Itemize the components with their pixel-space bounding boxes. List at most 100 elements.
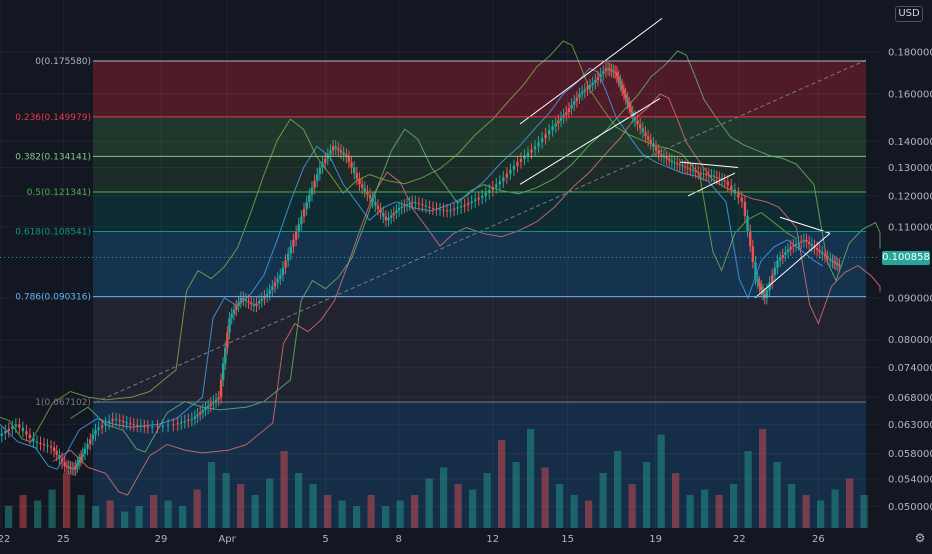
candle-body [470, 201, 473, 204]
candle-body [683, 166, 687, 168]
volume-bar [715, 495, 723, 528]
candle-body [281, 267, 285, 276]
candle-body [52, 447, 56, 452]
candle-body [815, 248, 819, 251]
candle-body [678, 164, 681, 166]
candle-body [749, 230, 752, 246]
candle-body [737, 193, 740, 198]
time-axis[interactable]: 22 25 29 Apr 5 8 12 15 19 22 26 [0, 534, 825, 545]
candle-body [395, 210, 398, 213]
volume-bar [701, 489, 709, 528]
candle-body [118, 419, 121, 422]
candle-body [72, 468, 76, 470]
candle-body [456, 207, 459, 209]
candle-body [622, 89, 626, 94]
candle-body [760, 286, 763, 291]
candles [0, 61, 841, 476]
candle-body [271, 286, 274, 291]
candle-body [384, 216, 388, 221]
volume-bar [63, 473, 71, 528]
candle-body [14, 424, 18, 427]
volume-bar [556, 484, 564, 528]
candle-body [686, 167, 689, 169]
candle-body [371, 198, 374, 202]
candle-body [32, 438, 35, 442]
candle-body [834, 262, 838, 264]
volume-bar [77, 495, 85, 528]
volume-bar [744, 451, 752, 528]
candle-body [331, 146, 335, 151]
price-tick-label: 0.058000 [888, 449, 932, 460]
candle-body [226, 332, 229, 348]
candle-body [217, 397, 220, 400]
candle-body [294, 231, 298, 240]
settings-gear-icon[interactable]: ⚙ [914, 531, 926, 545]
candle-body [180, 422, 183, 424]
candle-body [221, 363, 225, 380]
candle-body [209, 403, 212, 406]
candle-body [474, 199, 477, 202]
candle-body [242, 297, 245, 300]
candle-body [389, 215, 393, 218]
candle-body [715, 176, 718, 179]
candle-body [786, 249, 790, 253]
date-tick-label: Apr [218, 534, 236, 545]
fib-extension-zone [93, 402, 866, 528]
candle-body [125, 422, 128, 424]
candle-body [252, 304, 256, 306]
candle-body [308, 194, 311, 202]
candle-body [204, 407, 207, 411]
currency-button[interactable]: USD [895, 6, 923, 22]
volume-bar [483, 473, 491, 528]
candle-body [89, 439, 92, 445]
candle-body [591, 83, 594, 86]
date-tick-label: 19 [649, 534, 662, 545]
candle-body [730, 185, 733, 190]
volume-bar [367, 495, 375, 528]
candle-body [626, 98, 629, 103]
volume-bar [280, 451, 288, 528]
grid-lines [0, 0, 880, 528]
price-axis[interactable]: 0.180000 0.160000 0.140000 0.130000 0.120000… [888, 48, 932, 513]
volume-bar [643, 462, 651, 528]
volume-bar [266, 478, 274, 528]
candle-body [268, 290, 271, 294]
volume-bar [135, 506, 143, 528]
candle-body [726, 181, 729, 186]
candle-body [818, 250, 821, 253]
candle-body [660, 154, 663, 156]
candle-body [428, 206, 431, 208]
candle-body [523, 155, 526, 159]
candle-body [570, 104, 573, 109]
candle-body [594, 80, 597, 84]
candle-body [435, 208, 438, 210]
candle-body [495, 184, 498, 188]
candle-body [670, 160, 674, 163]
candle-body [4, 431, 7, 434]
candle-body [91, 434, 95, 440]
candle-body [107, 421, 111, 424]
candle-body [403, 205, 406, 207]
volume-bar [512, 462, 520, 528]
candle-body [644, 132, 647, 137]
candle-body [459, 206, 463, 208]
candle-body [392, 212, 395, 216]
candle-body [502, 177, 505, 182]
volume-bar [179, 506, 187, 528]
candle-body [76, 462, 79, 467]
candle-body [337, 148, 340, 151]
candle-body [111, 418, 114, 422]
volume-bar [251, 495, 259, 528]
candle-body [342, 152, 345, 155]
candle-body [665, 157, 668, 159]
candle-body [143, 426, 146, 428]
candle-body [161, 425, 164, 427]
candle-body [69, 467, 72, 469]
candle-body [602, 71, 605, 75]
candle-body [491, 187, 494, 191]
candle-body [100, 425, 104, 428]
candle-body [424, 205, 428, 207]
candle-body [754, 261, 757, 279]
